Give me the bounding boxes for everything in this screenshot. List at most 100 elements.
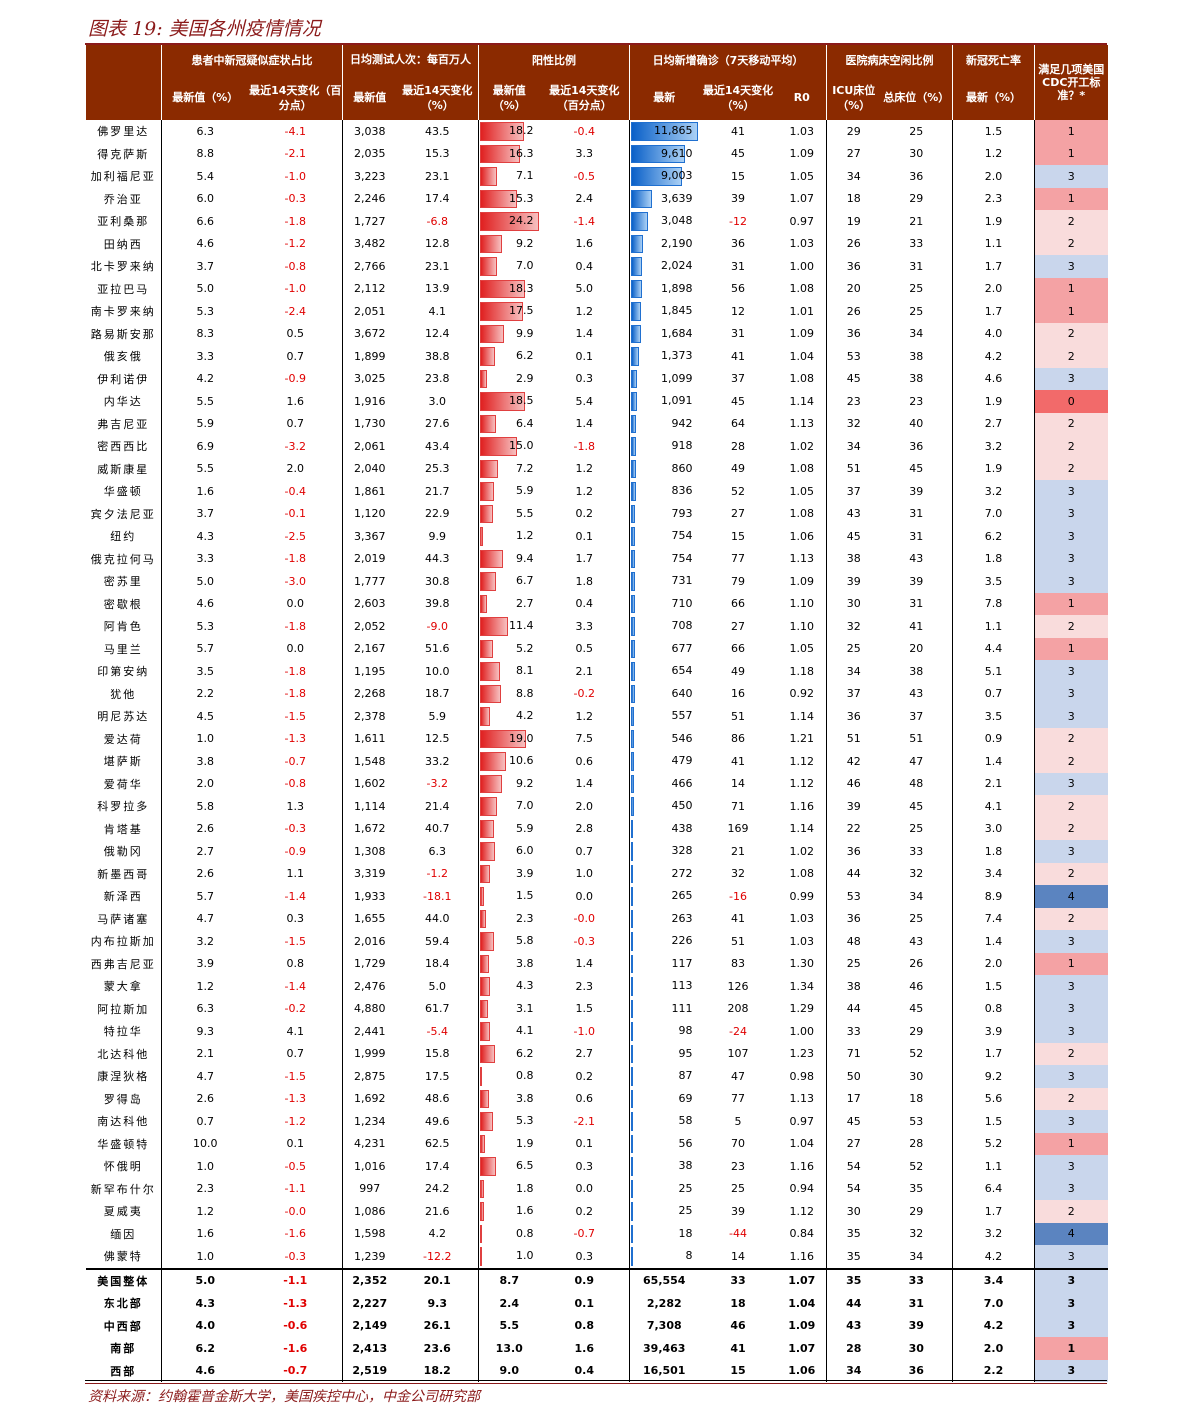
cases-latest-cell: 450: [629, 795, 699, 818]
cases-latest-cell: 654: [629, 660, 699, 683]
tests-latest-cell: 2,352: [342, 1267, 397, 1292]
symptoms-latest-cell: 5.0: [161, 1267, 249, 1292]
new-cases-bar: [631, 617, 635, 636]
tests-latest-cell: 1,916: [342, 390, 397, 413]
mortality-latest-cell: 1.5: [952, 1110, 1035, 1133]
total-beds-cell: 53: [909, 1114, 924, 1128]
symptoms-change-cell: -1.8: [284, 687, 306, 701]
mortality-latest-cell: 4.2: [952, 345, 1035, 368]
tests-change-cell: 23.1: [425, 259, 450, 273]
positivity-latest-cell: 9.2: [478, 772, 540, 795]
positivity-latest-cell: 13.0: [478, 1337, 540, 1360]
cases-change-cell: 14: [731, 777, 745, 791]
total-beds-cell: 30: [909, 1069, 924, 1083]
mortality-latest-cell: 2.0: [952, 952, 1035, 975]
tests-change-cell: -12.2: [423, 1249, 452, 1263]
symptoms-change-cell: 0.8: [286, 957, 305, 971]
symptoms-change-cell: -0.3: [284, 822, 306, 836]
tests-latest-cell: 2,519: [342, 1359, 397, 1382]
r0-cell: 1.29: [789, 1002, 815, 1016]
r0-cell: 1.07: [788, 1341, 816, 1355]
icu-beds-cell: 27: [826, 1132, 881, 1155]
positivity-value: 6.5: [516, 1159, 534, 1172]
cdc-criteria-score-cell: 3: [1034, 1020, 1108, 1043]
cdc-criteria-score-cell: 2: [1034, 412, 1108, 435]
cases-latest-cell: 557: [629, 705, 699, 728]
cases-change-cell: 86: [731, 732, 745, 746]
total-beds-cell: 36: [909, 169, 924, 183]
new-cases-value: 1,373: [661, 349, 693, 362]
positivity-bar: [480, 414, 496, 433]
table-row: 内华达 5.5 1.6 1,916 3.0 18.5 5.4 1,091 45 1.14 23 23 1…: [86, 390, 1108, 413]
positivity-value: 4.2: [516, 709, 534, 722]
title-rule: [85, 43, 1107, 45]
tests-change-cell: 21.6: [425, 1204, 450, 1218]
total-beds-cell: 25: [909, 912, 924, 926]
tests-change-cell: 23.1: [425, 169, 450, 183]
positivity-bar: [480, 234, 503, 253]
positivity-change-cell: 0.1: [575, 349, 594, 363]
mortality-latest-cell: 2.1: [952, 772, 1035, 795]
positivity-change-cell: -0.3: [573, 934, 595, 948]
total-beds-cell: 30: [908, 1341, 924, 1355]
mortality-latest-cell: 1.9: [952, 457, 1035, 480]
tests-latest-cell: 1,602: [342, 772, 397, 795]
state-name-cell: 北达科他: [97, 1047, 150, 1061]
positivity-value: 2.3: [516, 911, 534, 925]
tests-change-cell: 17.4: [425, 1159, 450, 1173]
symptoms-latest-cell: 4.3: [161, 1292, 249, 1315]
positivity-latest-cell: 5.3: [478, 1110, 540, 1133]
r0-cell: 1.00: [789, 1024, 815, 1038]
positivity-bar: [480, 1044, 496, 1063]
mortality-latest-cell: 5.6: [952, 1087, 1035, 1110]
mortality-latest-cell: 7.8: [952, 592, 1035, 615]
icu-beds-cell: 19: [826, 210, 881, 233]
icu-beds-cell: 36: [826, 255, 881, 278]
r0-cell: 1.10: [789, 597, 815, 611]
cases-latest-cell: 860: [629, 457, 699, 480]
new-cases-bar: [631, 774, 634, 793]
positivity-latest-cell: 6.2: [478, 1042, 540, 1065]
new-cases-value: 265: [671, 889, 693, 902]
symptoms-latest-cell: 1.2: [161, 1200, 249, 1223]
tests-change-cell: 44.3: [425, 552, 450, 566]
positivity-latest-cell: 5.5: [478, 1314, 540, 1337]
tests-latest-cell: 2,476: [342, 975, 397, 998]
positivity-bar: [480, 347, 496, 366]
state-name-cell: 俄亥俄: [103, 350, 143, 364]
positivity-value: 15.3: [509, 191, 534, 205]
symptoms-change-cell: -0.5: [284, 1159, 306, 1173]
positivity-value: 5.2: [516, 641, 534, 655]
tests-change-cell: -3.2: [426, 777, 448, 791]
positivity-latest-cell: 15.0: [478, 435, 540, 458]
positivity-bar: [480, 617, 508, 636]
cases-change-cell: 45: [731, 147, 745, 161]
positivity-value: 1.0: [516, 1249, 534, 1262]
subheader-total-beds: 总床位（%）: [880, 75, 953, 120]
symptoms-latest-cell: 5.4: [161, 165, 249, 188]
positivity-latest-cell: 9.9: [478, 322, 540, 345]
symptoms-change-cell: -0.0: [284, 1204, 306, 1218]
tests-change-cell: 4.1: [428, 304, 447, 318]
positivity-latest-cell: 7.1: [478, 165, 540, 188]
positivity-latest-cell: 0.8: [478, 1065, 540, 1088]
icu-beds-cell: 20: [826, 277, 881, 300]
mortality-latest-cell: 3.2: [952, 480, 1035, 503]
subheader-symptoms-latest: 最新值（%）: [161, 75, 249, 120]
cdc-criteria-score-cell: 1: [1034, 592, 1108, 615]
cdc-criteria-score-cell: 3: [1034, 660, 1108, 683]
symptoms-change-cell: -1.8: [284, 664, 306, 678]
positivity-change-cell: 1.4: [575, 777, 594, 791]
cdc-criteria-score-cell: 3: [1034, 255, 1108, 278]
positivity-bar: [480, 392, 526, 411]
positivity-change-cell: 1.6: [575, 237, 594, 251]
cases-latest-cell: 1,091: [629, 390, 699, 413]
icu-beds-cell: 23: [826, 390, 881, 413]
positivity-bar: [480, 842, 495, 861]
positivity-latest-cell: 3.8: [478, 1087, 540, 1110]
cases-change-cell: 5: [734, 1114, 742, 1128]
total-beds-cell: 38: [909, 664, 924, 678]
positivity-change-cell: 0.4: [575, 597, 594, 611]
total-beds-cell: 48: [909, 777, 924, 791]
positivity-value: 9.2: [516, 236, 534, 250]
